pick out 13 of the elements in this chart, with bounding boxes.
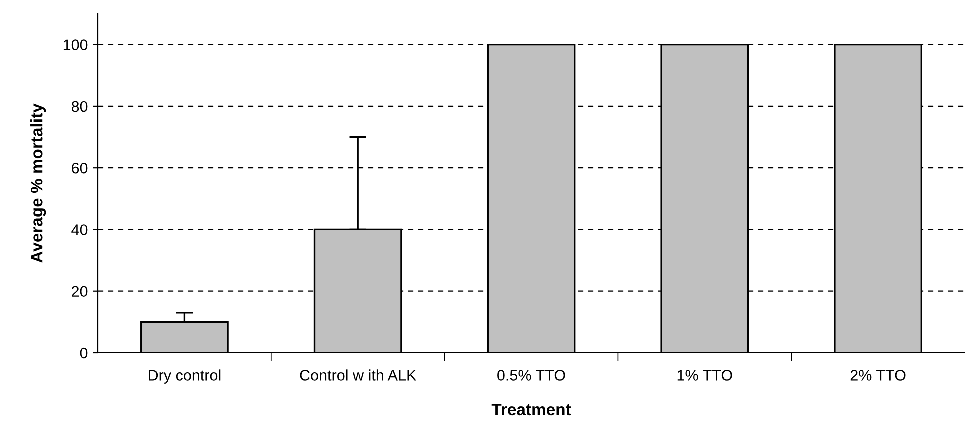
- y-tick-label: 60: [72, 162, 88, 174]
- y-tick-label: 100: [64, 40, 88, 51]
- x-tick-label: Dry control: [149, 370, 221, 384]
- y-tick-label: 0: [80, 348, 88, 359]
- y-tick-label: 20: [72, 286, 88, 298]
- y-tick-label: 80: [72, 101, 88, 112]
- x-tick-label: 0.5% TTO: [498, 370, 566, 381]
- x-tick-label: 1% TTO: [678, 370, 732, 381]
- x-tick-label: Control w ith ALK: [300, 370, 417, 381]
- x-axis-title: Treatment: [492, 404, 572, 416]
- x-tick-label: 2% TTO: [850, 370, 906, 381]
- y-tick-label: 40: [72, 224, 88, 236]
- y-axis-title: Average % mortality: [30, 104, 46, 263]
